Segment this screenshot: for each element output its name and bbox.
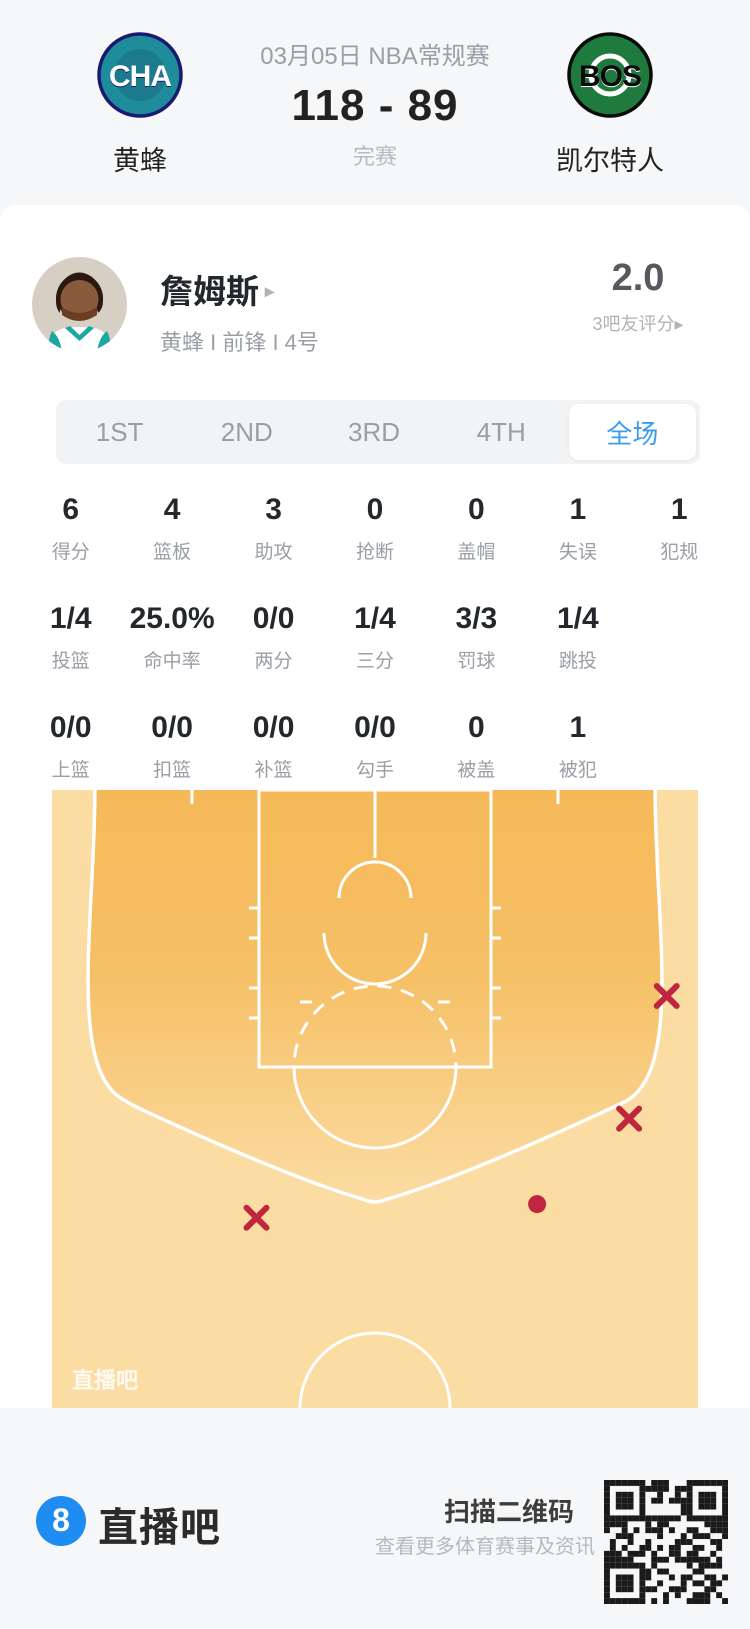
svg-text:BOS: BOS bbox=[579, 60, 641, 93]
svg-text:8: 8 bbox=[52, 1502, 70, 1538]
svg-text:直播吧: 直播吧 bbox=[72, 1368, 138, 1393]
